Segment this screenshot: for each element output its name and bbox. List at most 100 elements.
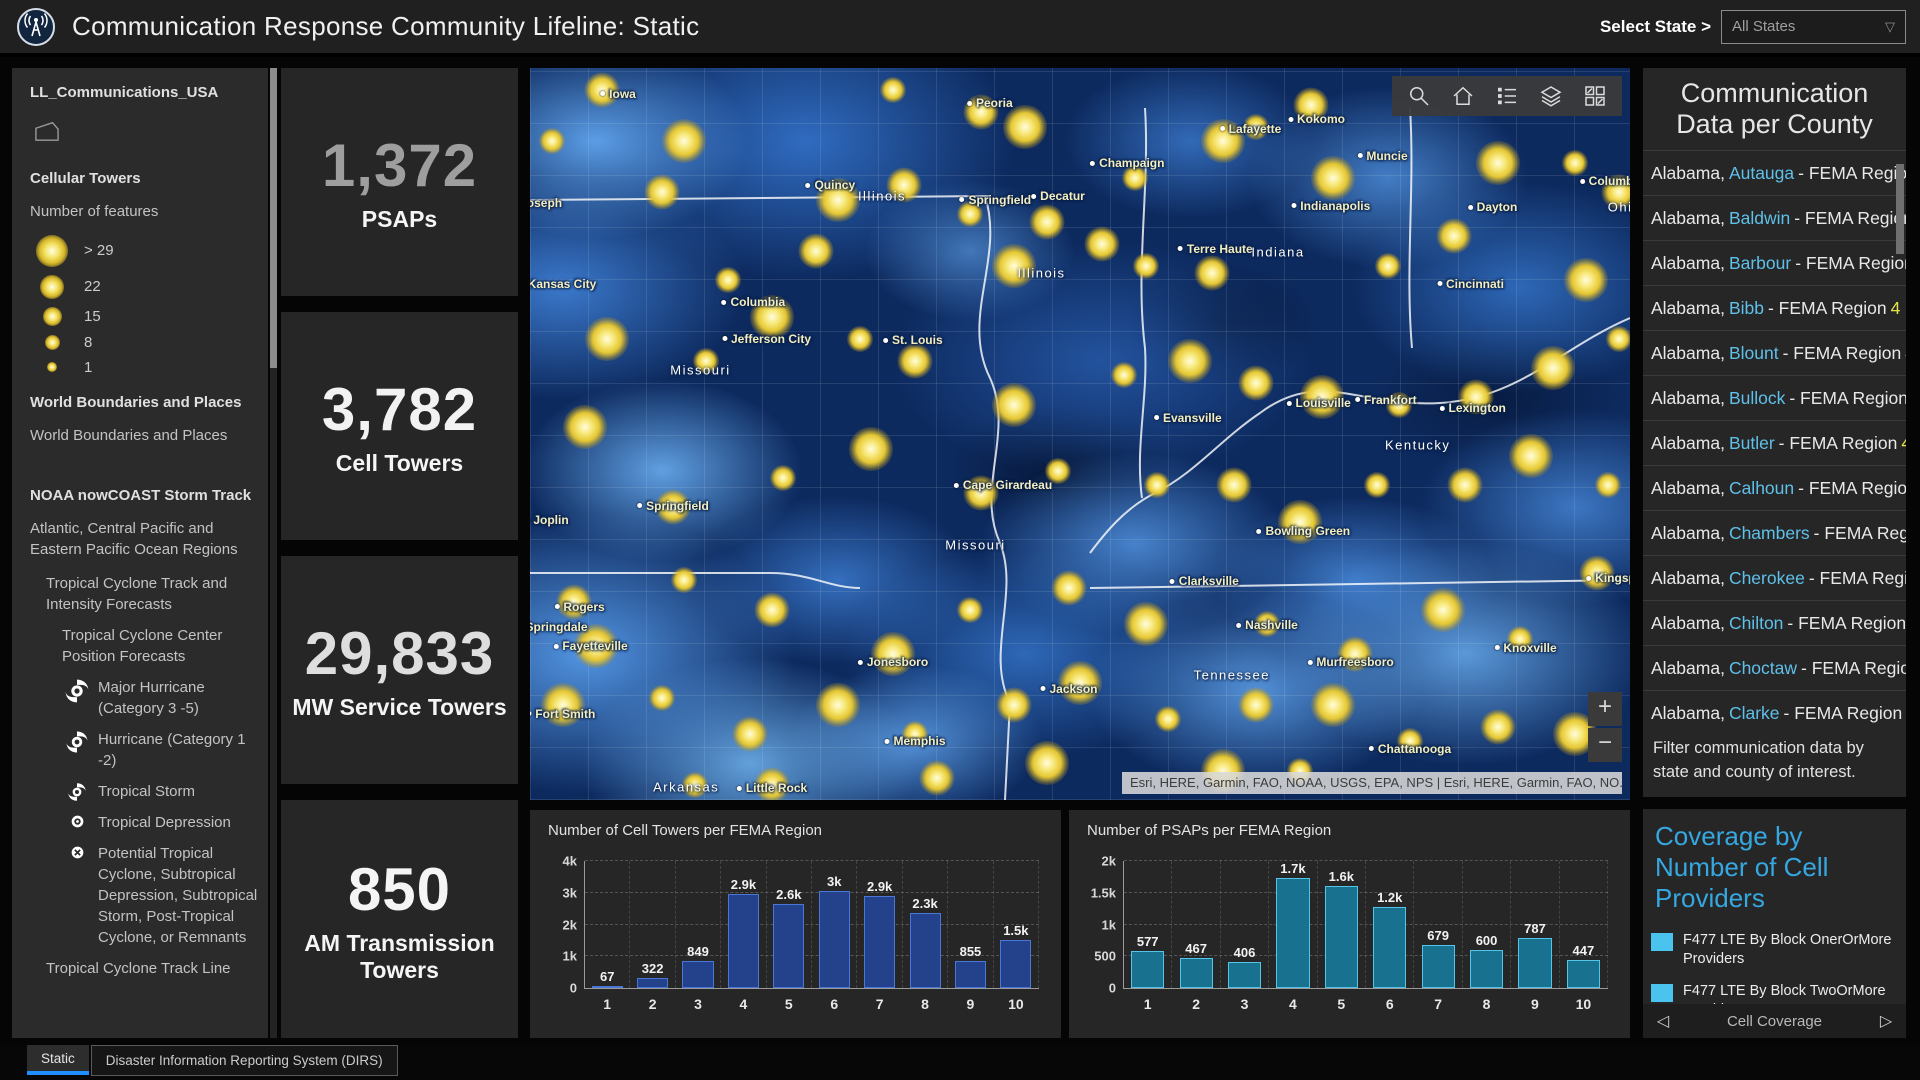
county-row[interactable]: Alabama,Calhoun- FEMA Region 4 (1643, 465, 1906, 510)
cell-tower-cluster-dot[interactable] (1025, 741, 1069, 786)
bar[interactable] (1421, 944, 1455, 988)
bar[interactable] (864, 895, 896, 988)
bar[interactable] (1469, 949, 1504, 988)
cell-tower-cluster-dot[interactable] (919, 760, 955, 796)
cell-tower-cluster-dot[interactable] (693, 347, 719, 374)
cell-tower-cluster-dot[interactable] (1386, 391, 1412, 418)
search-icon[interactable] (1402, 79, 1436, 113)
cell-tower-cluster-dot[interactable] (649, 684, 675, 711)
coverage-map[interactable]: Iowa Peoria Kokomo Lafayette Muncie Champaign… (530, 68, 1630, 800)
bar[interactable] (773, 903, 805, 988)
cell-tower-cluster-dot[interactable] (556, 584, 592, 620)
tab-static[interactable]: Static (27, 1045, 89, 1075)
zoom-in-button[interactable]: + (1588, 692, 1622, 726)
cell-tower-cluster-dot[interactable] (754, 767, 790, 800)
bar[interactable] (954, 960, 986, 988)
cell-tower-cluster-dot[interactable] (1124, 602, 1168, 647)
county-row[interactable]: Alabama,Chambers- FEMA Region 4 (1643, 510, 1906, 555)
cell-tower-cluster-dot[interactable] (662, 119, 706, 164)
cell-tower-cluster-dot[interactable] (1562, 150, 1588, 177)
bar[interactable] (818, 891, 850, 988)
cell-tower-cluster-dot[interactable] (1397, 728, 1423, 755)
cell-tower-cluster-dot[interactable] (1606, 325, 1630, 352)
county-row[interactable]: Alabama,Butler- FEMA Region 4 (1643, 420, 1906, 465)
cell-tower-cluster-dot[interactable] (1311, 155, 1355, 200)
cell-tower-cluster-dot[interactable] (957, 596, 983, 623)
county-row[interactable]: Alabama,Chilton- FEMA Region 4 (1643, 600, 1906, 645)
cell-tower-cluster-dot[interactable] (1509, 433, 1553, 478)
cell-tower-cluster-dot[interactable] (1051, 570, 1087, 606)
cell-tower-cluster-dot[interactable] (584, 72, 619, 108)
cell-tower-cluster-dot[interactable] (871, 631, 915, 676)
cell-tower-cluster-dot[interactable] (897, 343, 933, 379)
cell-tower-cluster-dot[interactable] (996, 687, 1032, 723)
cell-tower-cluster-dot[interactable] (671, 567, 697, 594)
cell-tower-cluster-dot[interactable] (992, 243, 1036, 288)
cell-tower-cluster-dot[interactable] (754, 592, 790, 628)
cell-tower-cluster-dot[interactable] (1507, 625, 1533, 652)
cell-tower-cluster-dot[interactable] (1293, 87, 1329, 123)
county-row[interactable]: Alabama,Choctaw- FEMA Region 4 (1643, 645, 1906, 690)
bar[interactable] (1227, 962, 1262, 988)
cell-tower-cluster-dot[interactable] (1375, 252, 1401, 279)
cell-tower-cluster-dot[interactable] (682, 772, 708, 799)
cell-tower-cluster-dot[interactable] (1254, 611, 1280, 638)
cell-tower-cluster-dot[interactable] (1278, 499, 1322, 544)
county-list-scrollbar[interactable] (1896, 164, 1904, 254)
cell-tower-cluster-dot[interactable] (1194, 255, 1230, 291)
cell-tower-cluster-dot[interactable] (1579, 555, 1615, 591)
county-row[interactable]: Alabama,Clarke- FEMA Region 4 (1643, 690, 1906, 735)
zoom-out-button[interactable]: − (1588, 728, 1622, 762)
county-row[interactable]: Alabama,Bullock- FEMA Region 4 (1643, 375, 1906, 420)
cell-tower-cluster-dot[interactable] (963, 94, 999, 130)
cell-tower-cluster-dot[interactable] (1243, 113, 1269, 140)
cell-tower-cluster-dot[interactable] (1155, 706, 1181, 733)
bar[interactable] (591, 985, 623, 988)
bar[interactable] (1179, 958, 1213, 988)
cell-tower-cluster-dot[interactable] (1045, 457, 1071, 484)
basemap-icon[interactable] (1578, 79, 1612, 113)
cell-tower-cluster-dot[interactable] (1337, 636, 1373, 672)
cell-tower-cluster-dot[interactable] (1564, 258, 1608, 303)
cell-tower-cluster-dot[interactable] (849, 426, 893, 471)
county-row[interactable]: Alabama,Blount- FEMA Region 4 (1643, 330, 1906, 375)
legend-icon[interactable] (1490, 79, 1524, 113)
cell-tower-cluster-dot[interactable] (1216, 467, 1252, 503)
cell-tower-cluster-dot[interactable] (644, 174, 680, 210)
county-row[interactable]: Alabama,Baldwin- FEMA Region 4 (1643, 195, 1906, 240)
bar[interactable] (1324, 885, 1358, 988)
cell-tower-cluster-dot[interactable] (770, 464, 796, 491)
cell-tower-cluster-dot[interactable] (1364, 472, 1390, 499)
cell-tower-cluster-dot[interactable] (1144, 472, 1170, 499)
cell-tower-cluster-dot[interactable] (655, 489, 691, 525)
cell-tower-cluster-dot[interactable] (1311, 682, 1355, 727)
tab-dirs[interactable]: Disaster Information Reporting System (D… (90, 1045, 398, 1076)
bar[interactable] (1276, 877, 1310, 988)
cell-tower-cluster-dot[interactable] (574, 624, 618, 669)
cell-tower-cluster-dot[interactable] (957, 201, 983, 228)
cell-tower-cluster-dot[interactable] (1447, 467, 1483, 503)
cell-tower-cluster-dot[interactable] (1238, 687, 1274, 723)
cell-tower-cluster-dot[interactable] (963, 475, 999, 511)
cell-tower-cluster-dot[interactable] (1084, 226, 1120, 262)
bar[interactable] (909, 913, 941, 988)
cell-tower-cluster-dot[interactable] (1111, 362, 1137, 389)
next-page-arrow[interactable]: ▷ (1879, 1013, 1893, 1030)
cell-tower-cluster-dot[interactable] (1476, 141, 1520, 186)
bar[interactable] (637, 977, 669, 988)
bar[interactable] (682, 961, 714, 988)
cell-tower-cluster-dot[interactable] (798, 233, 834, 269)
cell-tower-cluster-dot[interactable] (1480, 709, 1516, 745)
cell-tower-cluster-dot[interactable] (1122, 164, 1148, 191)
cell-tower-cluster-dot[interactable] (539, 128, 565, 155)
cell-tower-cluster-dot[interactable] (1531, 346, 1575, 391)
county-row[interactable]: Alabama,Barbour- FEMA Region 4 (1643, 240, 1906, 285)
cell-tower-cluster-dot[interactable] (880, 76, 906, 103)
cell-tower-cluster-dot[interactable] (732, 716, 768, 752)
cell-tower-cluster-dot[interactable] (715, 267, 741, 294)
cell-tower-cluster-dot[interactable] (1601, 174, 1630, 210)
cell-tower-cluster-dot[interactable] (992, 382, 1036, 427)
cell-tower-cluster-dot[interactable] (1300, 375, 1344, 420)
cell-tower-cluster-dot[interactable] (585, 316, 629, 361)
cell-tower-cluster-dot[interactable] (563, 404, 607, 449)
